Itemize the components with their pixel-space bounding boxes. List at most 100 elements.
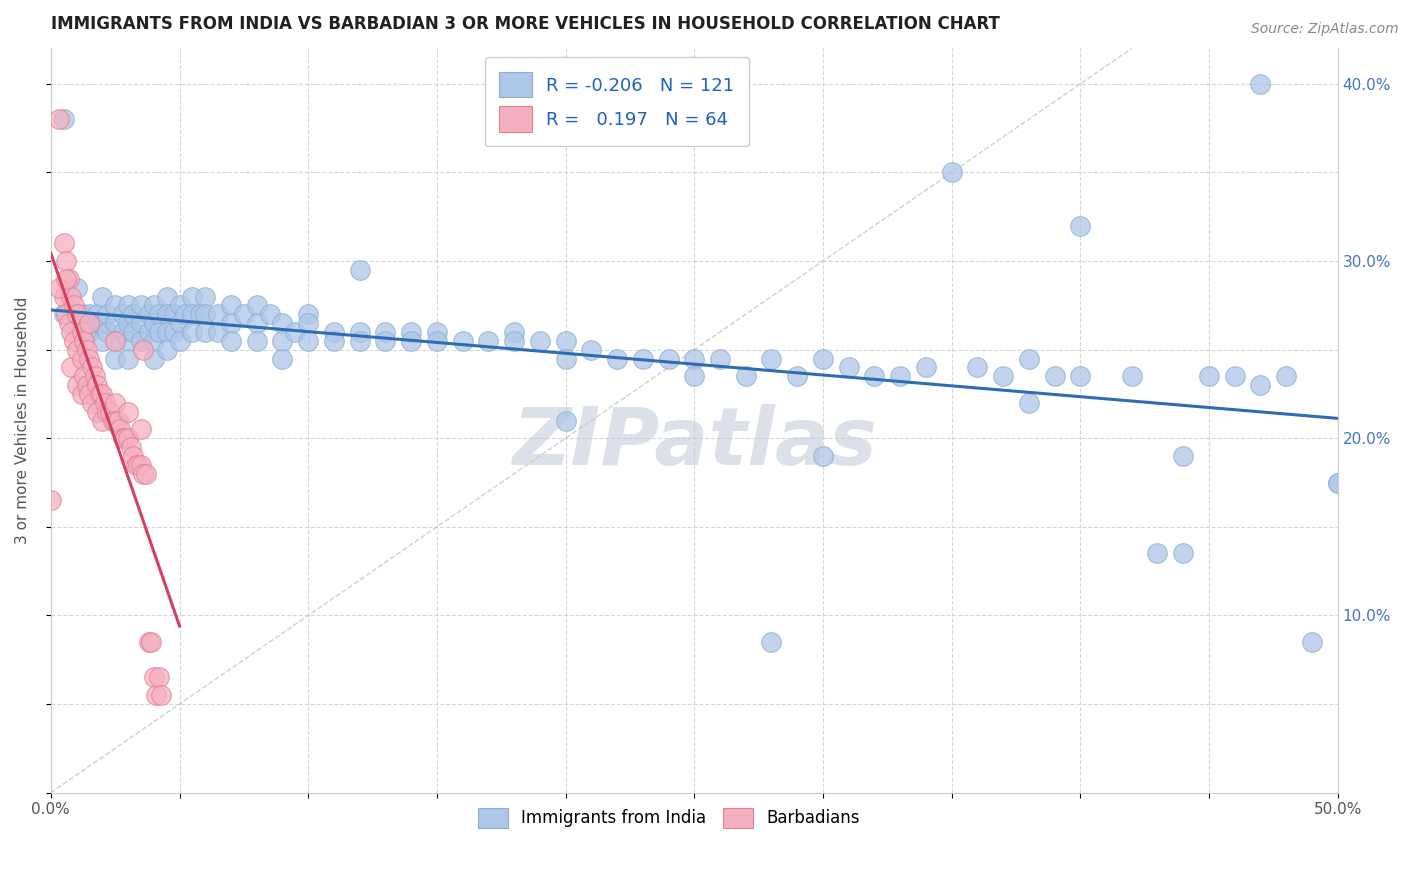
Point: [138, 307, 160, 321]
Point: [297, 316, 319, 330]
Point: [581, 343, 603, 357]
Point: [70, 325, 93, 339]
Point: [55, 272, 77, 286]
Point: [399, 334, 422, 348]
Point: [1301, 635, 1323, 649]
Point: [117, 405, 139, 419]
Point: [683, 369, 706, 384]
Point: [125, 458, 148, 472]
Point: [142, 298, 165, 312]
Point: [1069, 219, 1091, 233]
Point: [477, 334, 499, 348]
Point: [148, 325, 170, 339]
Point: [991, 369, 1014, 384]
Point: [111, 307, 134, 321]
Point: [374, 325, 396, 339]
Point: [181, 325, 204, 339]
Point: [60, 360, 83, 375]
Point: [117, 351, 139, 366]
Point: [122, 325, 145, 339]
Point: [110, 422, 132, 436]
Point: [173, 307, 195, 321]
Point: [104, 396, 127, 410]
Point: [141, 635, 163, 649]
Point: [58, 316, 80, 330]
Point: [79, 351, 101, 366]
Point: [58, 272, 80, 286]
Point: [374, 334, 396, 348]
Point: [96, 307, 118, 321]
Point: [79, 316, 101, 330]
Point: [48, 112, 70, 127]
Point: [284, 325, 307, 339]
Point: [70, 351, 93, 366]
Point: [631, 351, 654, 366]
Point: [79, 387, 101, 401]
Point: [52, 112, 75, 127]
Point: [129, 298, 152, 312]
Point: [232, 307, 254, 321]
Point: [117, 298, 139, 312]
Point: [60, 325, 83, 339]
Point: [163, 325, 186, 339]
Point: [761, 351, 783, 366]
Point: [554, 413, 576, 427]
Point: [83, 369, 105, 384]
Point: [1146, 546, 1168, 560]
Point: [104, 334, 127, 348]
Point: [117, 316, 139, 330]
Point: [529, 334, 551, 348]
Point: [76, 378, 98, 392]
Point: [142, 316, 165, 330]
Point: [111, 431, 134, 445]
Point: [63, 298, 86, 312]
Point: [246, 298, 269, 312]
Point: [70, 307, 93, 321]
Point: [63, 334, 86, 348]
Point: [169, 298, 191, 312]
Point: [148, 671, 170, 685]
Point: [156, 289, 179, 303]
Point: [181, 307, 204, 321]
Point: [101, 413, 124, 427]
Point: [966, 360, 988, 375]
Point: [86, 316, 108, 330]
Point: [52, 236, 75, 251]
Point: [657, 351, 679, 366]
Point: [86, 378, 108, 392]
Point: [915, 360, 938, 375]
Point: [55, 307, 77, 321]
Point: [941, 165, 963, 179]
Point: [811, 351, 834, 366]
Point: [129, 334, 152, 348]
Point: [117, 334, 139, 348]
Point: [1173, 449, 1195, 463]
Point: [399, 325, 422, 339]
Point: [76, 343, 98, 357]
Point: [297, 307, 319, 321]
Point: [1018, 351, 1040, 366]
Point: [863, 369, 886, 384]
Point: [122, 449, 145, 463]
Text: ZIPatlas: ZIPatlas: [512, 404, 877, 482]
Point: [188, 307, 211, 321]
Point: [297, 334, 319, 348]
Point: [117, 431, 139, 445]
Point: [65, 307, 87, 321]
Point: [1249, 378, 1271, 392]
Point: [86, 405, 108, 419]
Point: [219, 334, 242, 348]
Point: [104, 316, 127, 330]
Point: [554, 334, 576, 348]
Point: [104, 413, 127, 427]
Point: [156, 307, 179, 321]
Point: [70, 387, 93, 401]
Point: [169, 334, 191, 348]
Point: [39, 493, 62, 508]
Point: [761, 635, 783, 649]
Point: [426, 325, 449, 339]
Point: [60, 289, 83, 303]
Point: [80, 360, 103, 375]
Text: IMMIGRANTS FROM INDIA VS BARBADIAN 3 OR MORE VEHICLES IN HOUSEHOLD CORRELATION C: IMMIGRANTS FROM INDIA VS BARBADIAN 3 OR …: [51, 15, 1000, 33]
Point: [426, 334, 449, 348]
